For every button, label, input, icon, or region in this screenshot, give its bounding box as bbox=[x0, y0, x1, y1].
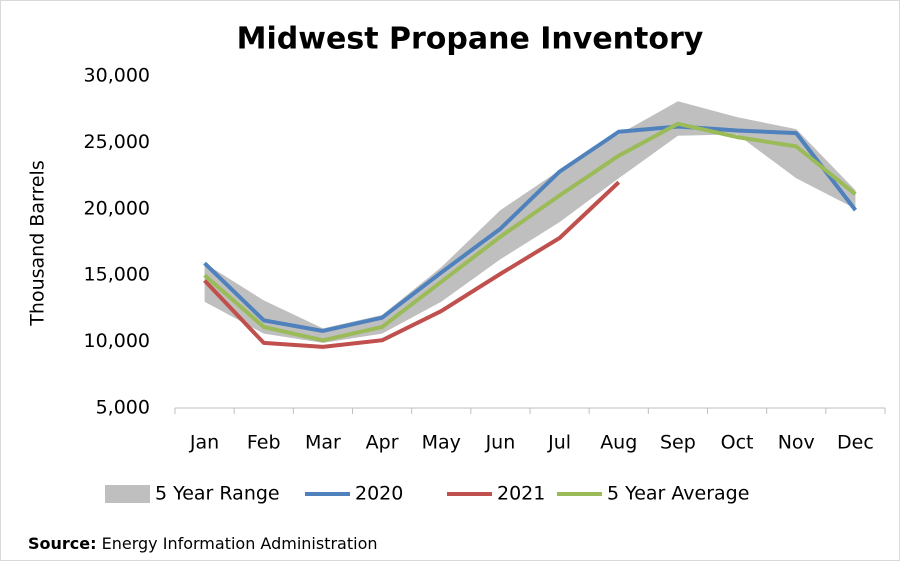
source-label: Source: bbox=[28, 534, 97, 553]
x-tick-label: Jan bbox=[189, 432, 219, 454]
x-tick-label: Nov bbox=[778, 432, 815, 454]
x-tick-label: Jul bbox=[547, 432, 571, 454]
x-tick-label: Aug bbox=[600, 432, 637, 454]
y-tick-label: 10,000 bbox=[84, 330, 150, 352]
chart-title: Midwest Propane Inventory bbox=[237, 22, 704, 57]
x-tick-label: Jun bbox=[485, 432, 516, 454]
y-tick-label: 30,000 bbox=[84, 65, 150, 87]
x-tick-label: Mar bbox=[305, 432, 341, 454]
range-area bbox=[204, 101, 856, 343]
x-tick-label: Apr bbox=[366, 432, 399, 454]
y-tick-label: 5,000 bbox=[96, 397, 150, 419]
series-line bbox=[203, 124, 858, 333]
x-tick-label: Feb bbox=[247, 432, 281, 454]
legend-label: 2020 bbox=[355, 483, 403, 505]
legend-swatch bbox=[105, 485, 150, 503]
legend-label: 5 Year Average bbox=[607, 483, 749, 505]
x-tick-label: Sep bbox=[660, 432, 696, 454]
y-axis-label: Thousand Barrels bbox=[27, 160, 49, 326]
x-tick-label: May bbox=[422, 432, 461, 454]
series-line bbox=[203, 121, 857, 343]
source-text: Energy Information Administration bbox=[102, 534, 378, 553]
y-tick-label: 15,000 bbox=[84, 264, 150, 286]
legend-label: 2021 bbox=[497, 483, 545, 505]
x-tick-label: Dec bbox=[837, 432, 874, 454]
source: Source: Energy Information Administratio… bbox=[28, 534, 378, 553]
y-tick-label: 20,000 bbox=[84, 197, 150, 219]
y-tick-label: 25,000 bbox=[84, 131, 150, 153]
legend-label: 5 Year Range bbox=[155, 483, 280, 505]
x-tick-label: Oct bbox=[721, 432, 754, 454]
series-line bbox=[203, 180, 621, 349]
